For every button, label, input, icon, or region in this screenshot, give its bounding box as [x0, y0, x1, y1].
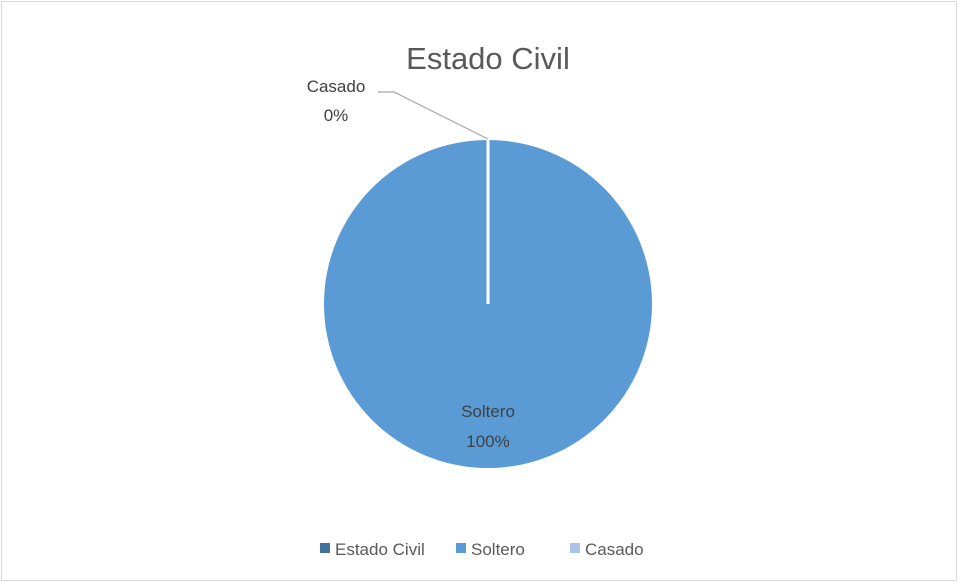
data-label-casado-category: Casado — [307, 77, 366, 96]
casado-leader-line — [378, 91, 489, 140]
legend-label-casado: Casado — [585, 540, 644, 559]
legend-swatch-estado-civil — [320, 543, 330, 553]
pie-slices — [324, 139, 652, 468]
legend-swatch-soltero — [456, 543, 466, 553]
data-label-casado-percent: 0% — [324, 106, 349, 125]
chart-title: Estado Civil — [406, 41, 570, 76]
legend-label-soltero: Soltero — [471, 540, 525, 559]
data-label-soltero-percent: 100% — [466, 432, 509, 451]
legend-swatch-casado — [570, 543, 580, 553]
legend-label-estado-civil: Estado Civil — [335, 540, 425, 559]
data-label-soltero-category: Soltero — [461, 402, 515, 421]
legend: Estado Civil Soltero Casado — [320, 540, 644, 559]
